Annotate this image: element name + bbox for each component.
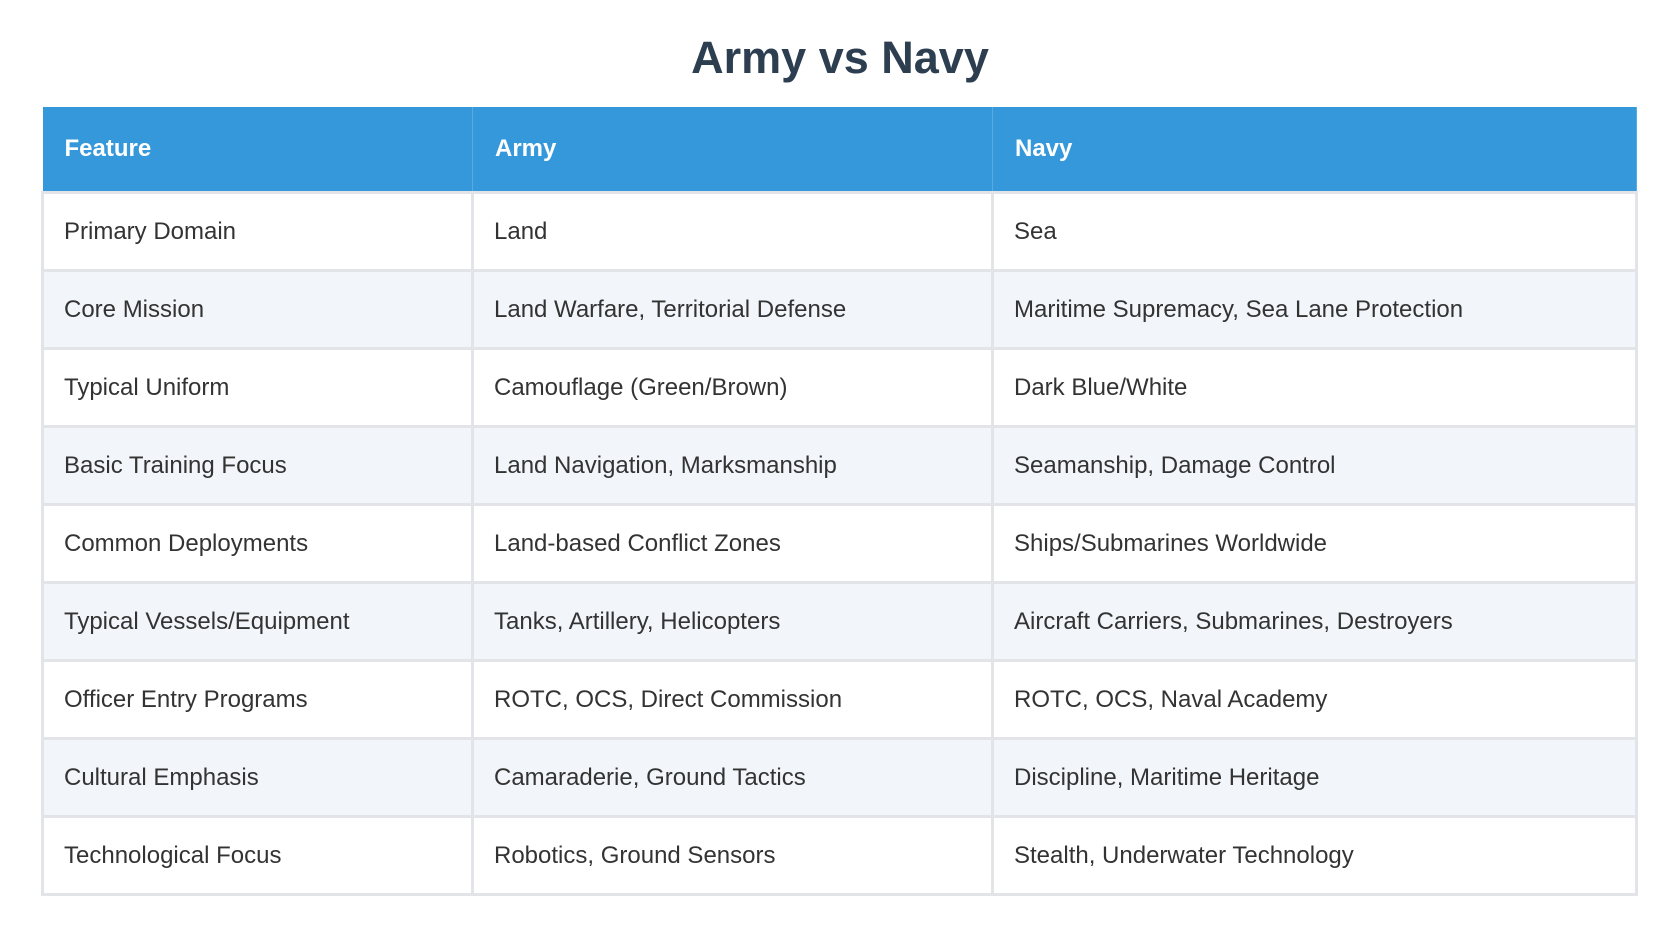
table-cell: Typical Uniform xyxy=(41,347,474,428)
table-cell: Camouflage (Green/Brown) xyxy=(471,347,994,428)
table-cell: Common Deployments xyxy=(41,503,474,584)
column-header: Navy xyxy=(992,107,1637,193)
table-row: Typical Vessels/Equipment Tanks, Artiller… xyxy=(41,581,1638,662)
table-row: Core Mission Land Warfare, Territorial De… xyxy=(41,269,1638,350)
table-cell: Stealth, Underwater Technology xyxy=(991,815,1638,896)
table-cell: Maritime Supremacy, Sea Lane Protection xyxy=(991,269,1638,350)
table-cell: Discipline, Maritime Heritage xyxy=(991,737,1638,818)
column-header: Feature xyxy=(42,107,473,193)
table-cell: Aircraft Carriers, Submarines, Destroyer… xyxy=(991,581,1638,662)
table-cell: Cultural Emphasis xyxy=(41,737,474,818)
table-cell: Camaraderie, Ground Tactics xyxy=(471,737,994,818)
table-row: Officer Entry Programs ROTC, OCS, Direct … xyxy=(41,659,1638,740)
table-cell: Land-based Conflict Zones xyxy=(471,503,994,584)
table-cell: Land Navigation, Marksmanship xyxy=(471,425,994,506)
table-row: Technological Focus Robotics, Ground Sens… xyxy=(41,815,1638,896)
table-head: Feature Army Navy xyxy=(42,107,1637,193)
table-cell: Land Warfare, Territorial Defense xyxy=(471,269,994,350)
table-cell: ROTC, OCS, Naval Academy xyxy=(991,659,1638,740)
table-cell: Typical Vessels/Equipment xyxy=(41,581,474,662)
table-cell: Land xyxy=(471,191,994,272)
table-cell: Basic Training Focus xyxy=(41,425,474,506)
table-cell: Robotics, Ground Sensors xyxy=(471,815,994,896)
table-row: Primary Domain Land Sea xyxy=(41,191,1638,272)
table-row: Typical Uniform Camouflage (Green/Brown) D… xyxy=(41,347,1638,428)
table-body: Primary Domain Land Sea Core Mission Land Wa… xyxy=(41,191,1638,896)
comparison-table: Feature Army Navy Primary Domain Land Sea Cor… xyxy=(41,107,1638,896)
table-cell: Tanks, Artillery, Helicopters xyxy=(471,581,994,662)
table-cell: Dark Blue/White xyxy=(991,347,1638,428)
table-cell: Sea xyxy=(991,191,1638,272)
table-cell: Officer Entry Programs xyxy=(41,659,474,740)
table-row: Cultural Emphasis Camaraderie, Ground Tac… xyxy=(41,737,1638,818)
table-row: Basic Training Focus Land Navigation, Mar… xyxy=(41,425,1638,506)
table-cell: ROTC, OCS, Direct Commission xyxy=(471,659,994,740)
table-cell: Technological Focus xyxy=(41,815,474,896)
page-title: Army vs Navy xyxy=(691,32,989,83)
column-header: Army xyxy=(472,107,993,193)
header-row: Feature Army Navy xyxy=(42,107,1637,193)
table-cell: Ships/Submarines Worldwide xyxy=(991,503,1638,584)
table-cell: Primary Domain xyxy=(41,191,474,272)
table-cell: Core Mission xyxy=(41,269,474,350)
table-cell: Seamanship, Damage Control xyxy=(991,425,1638,506)
table-row: Common Deployments Land-based Conflict Zo… xyxy=(41,503,1638,584)
